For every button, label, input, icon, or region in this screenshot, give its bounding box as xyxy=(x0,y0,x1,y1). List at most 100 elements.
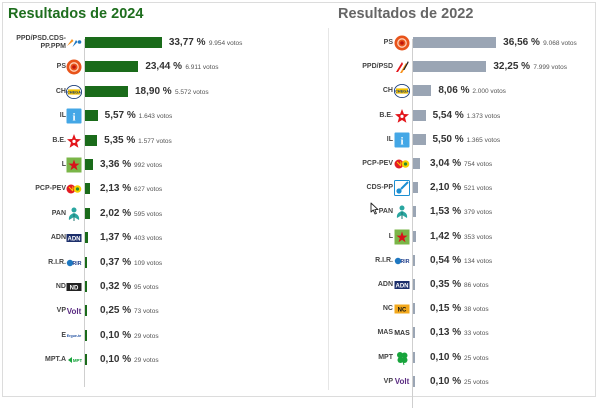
result-bar xyxy=(413,230,417,242)
result-row: MAS MAS 0,13 % 33 votos xyxy=(0,321,600,345)
percent-label: 0,10 % xyxy=(430,351,462,363)
votes-label: 134 votos xyxy=(464,257,493,265)
party-label: MPT xyxy=(378,353,393,361)
result-row: PS 23,44 % 6.911 votos xyxy=(0,55,600,79)
votes-label: 25 votos xyxy=(464,378,489,386)
votes-label: 1.577 votos xyxy=(138,137,172,145)
party-label: ADN xyxy=(50,234,66,242)
ergue-te-logo-icon: Ergue-te xyxy=(66,333,82,338)
svg-text:RIR: RIR xyxy=(73,261,82,267)
il-logo-icon: i xyxy=(394,132,410,148)
votes-label: 1.643 votos xyxy=(138,113,173,121)
rir-logo-icon: RIR xyxy=(394,253,410,269)
result-row: IL i 5,50 % 1.365 votos xyxy=(0,128,600,152)
result-bar xyxy=(85,281,87,292)
pan-logo-icon xyxy=(394,204,410,220)
votes-label: 1.373 votos xyxy=(466,112,501,120)
votes-label: 73 votos xyxy=(134,308,159,316)
pcp-pev-logo-icon xyxy=(66,181,82,197)
result-row: L 3,36 % 992 votos xyxy=(0,153,600,177)
percent-label: 1,53 % xyxy=(430,206,462,218)
party-label: PS xyxy=(56,63,66,71)
adn-logo-icon: ADN xyxy=(394,277,410,293)
result-row: CH CHEGA 18,90 % 5.572 votos xyxy=(0,80,600,104)
party-label: E xyxy=(61,331,66,339)
party-label: CH xyxy=(382,87,393,95)
result-row: PAN 2,02 % 595 votos xyxy=(0,202,600,226)
chart-title-2024: Resultados de 2024 xyxy=(8,6,144,22)
mpt-clover-logo-icon xyxy=(394,350,410,366)
svg-text:RIR: RIR xyxy=(401,259,410,265)
result-row: ADN ADN 0,35 % 86 votos xyxy=(0,273,600,297)
svg-text:CHEGA: CHEGA xyxy=(67,89,81,94)
value-axis-baseline xyxy=(412,39,413,408)
svg-text:MPT: MPT xyxy=(73,358,82,363)
result-bar xyxy=(85,329,87,341)
party-label: PPD/PSD.CDS- PP.PPM xyxy=(16,35,66,50)
party-label: ADN xyxy=(377,281,393,288)
votes-label: 1.365 votos xyxy=(466,136,501,144)
percent-label: 2,02 % xyxy=(100,207,132,219)
result-bar xyxy=(413,351,415,363)
party-label: VP xyxy=(56,307,66,315)
livre-logo-icon xyxy=(66,157,82,173)
chart-title-2022: Resultados de 2022 xyxy=(338,6,474,22)
party-label: CH xyxy=(55,87,66,95)
percent-label: 0,25 % xyxy=(100,305,132,317)
party-label: L xyxy=(61,161,66,168)
votes-label: 38 votos xyxy=(464,306,489,314)
party-label: ND xyxy=(55,283,66,290)
percent-label: 1,37 % xyxy=(100,232,132,244)
result-bar xyxy=(413,61,487,73)
percent-label: 8,06 % xyxy=(438,85,470,97)
result-row: MPT 0,10 % 25 votos xyxy=(0,346,600,370)
result-bar xyxy=(413,303,415,315)
mas-logo-icon: MAS xyxy=(394,329,410,337)
svg-text:ND: ND xyxy=(70,285,79,291)
result-bar xyxy=(413,254,415,266)
percent-label: 33,77 % xyxy=(168,37,206,48)
result-bar xyxy=(413,182,418,194)
result-row: VP Volt 0,25 % 73 votos xyxy=(0,299,600,323)
votes-label: 25 votos xyxy=(464,354,489,362)
pan-logo-icon xyxy=(66,206,82,222)
result-row: ND ND 0,32 % 95 votos xyxy=(0,275,600,299)
votes-label: 5.572 votos xyxy=(174,88,209,96)
result-row: PPD/PSD 32,25 % 7.999 votos xyxy=(0,55,600,79)
votes-label: 29 votos xyxy=(134,332,159,340)
votes-label: 33 votos xyxy=(464,330,489,338)
result-bar xyxy=(85,207,90,219)
adn-logo-icon: ADN xyxy=(66,230,82,246)
result-bar xyxy=(85,183,90,195)
percent-label: 0,15 % xyxy=(430,303,462,315)
cds-pp-logo-icon xyxy=(394,180,410,197)
result-row: PPD/PSD.CDS- PP.PPM 33,77 % 9.954 votos xyxy=(0,31,600,55)
result-row: L 1,42 % 353 votos xyxy=(0,225,600,249)
party-label: NC xyxy=(382,305,393,313)
result-row: B.E. 5,35 % 1.577 votos xyxy=(0,129,600,153)
party-label: PPD/PSD xyxy=(362,63,393,71)
percent-label: 0,10 % xyxy=(430,375,462,387)
result-bar xyxy=(413,37,497,48)
percent-label: 0,37 % xyxy=(100,256,132,268)
party-label: CDS-PP xyxy=(366,184,393,192)
pcp-pev-logo-icon xyxy=(394,156,410,172)
result-bar xyxy=(85,61,139,73)
chega-logo-icon: CHEGA xyxy=(394,83,410,99)
percent-label: 5,35 % xyxy=(104,134,136,146)
percent-label: 5,50 % xyxy=(432,133,464,145)
be-star-logo-icon xyxy=(66,133,82,149)
result-bar xyxy=(413,158,420,169)
panel-divider xyxy=(328,28,329,390)
party-label: IL xyxy=(386,135,393,143)
volt-logo-icon: Volt xyxy=(394,377,410,387)
party-label: IL xyxy=(59,112,66,120)
percent-label: 2,10 % xyxy=(430,182,462,194)
votes-label: 992 votos xyxy=(134,162,163,169)
result-row: IL i 5,57 % 1.643 votos xyxy=(0,104,600,128)
party-label: PS xyxy=(383,39,393,46)
votes-label: 95 votos xyxy=(134,284,159,291)
percent-label: 5,57 % xyxy=(104,110,136,122)
svg-text:i: i xyxy=(400,135,403,147)
svg-text:ADN: ADN xyxy=(396,283,409,289)
